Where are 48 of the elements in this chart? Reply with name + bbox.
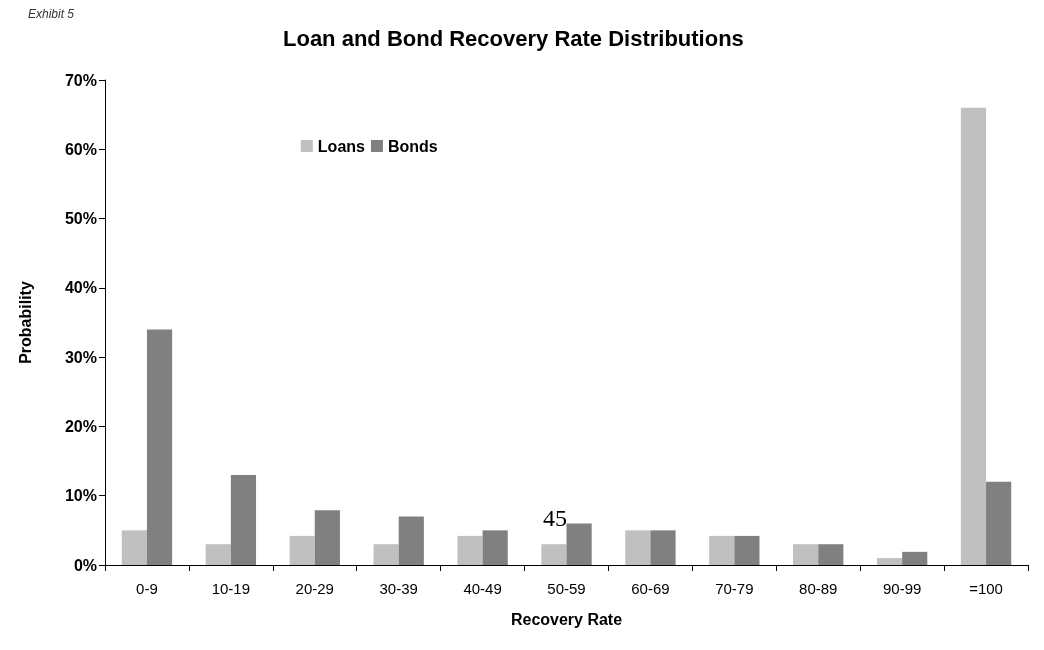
bar (398, 516, 424, 565)
chart-title: Loan and Bond Recovery Rate Distributions (283, 25, 744, 51)
y-tick-label: 60% (64, 140, 97, 158)
bar (289, 535, 315, 565)
x-tick-label: 40-49 (463, 580, 502, 597)
bar (986, 481, 1012, 565)
bar (650, 530, 676, 565)
y-axis-title: Probability (16, 281, 34, 364)
bar (457, 535, 483, 565)
x-tick-label: 30-39 (379, 580, 418, 597)
bar (793, 544, 819, 565)
x-tick-label: 80-89 (799, 580, 838, 597)
x-tick-label: 0-9 (136, 580, 158, 597)
bar (121, 530, 147, 565)
legend-label: Loans (317, 137, 366, 155)
bar (818, 544, 844, 565)
x-axis-title: Recovery Rate (510, 610, 623, 628)
bar (230, 474, 257, 565)
y-tick-label: 20% (64, 417, 97, 435)
x-tick-label: 50-59 (547, 580, 586, 597)
bar (625, 530, 651, 565)
bar (960, 107, 987, 565)
bar (566, 523, 592, 565)
y-tick-label: 70% (64, 71, 97, 89)
text: Exhibit 5 (28, 7, 75, 21)
bar (373, 544, 399, 565)
x-tick-label: 60-69 (631, 580, 670, 597)
bar (902, 551, 928, 565)
x-tick-label: 90-99 (882, 580, 922, 597)
bar (482, 530, 508, 565)
y-tick-label: 30% (64, 348, 97, 366)
bar (709, 535, 735, 565)
x-tick-label: 70-79 (715, 580, 754, 597)
y-tick-label: 10% (64, 487, 97, 505)
bar (541, 544, 567, 565)
y-tick-label: 0% (73, 556, 97, 574)
y-tick-label: 40% (64, 279, 97, 297)
y-tick-label: 50% (64, 210, 97, 228)
x-tick-label: =100 (969, 580, 1003, 597)
bar (876, 558, 903, 565)
bar (734, 535, 760, 565)
legend-label: Bonds (387, 137, 438, 155)
bar (205, 544, 231, 565)
bar (146, 329, 173, 565)
annotation: 45 (543, 505, 567, 531)
bar (314, 510, 340, 565)
x-tick-label: 20-29 (295, 580, 334, 597)
x-tick-label: 10-19 (211, 580, 251, 597)
